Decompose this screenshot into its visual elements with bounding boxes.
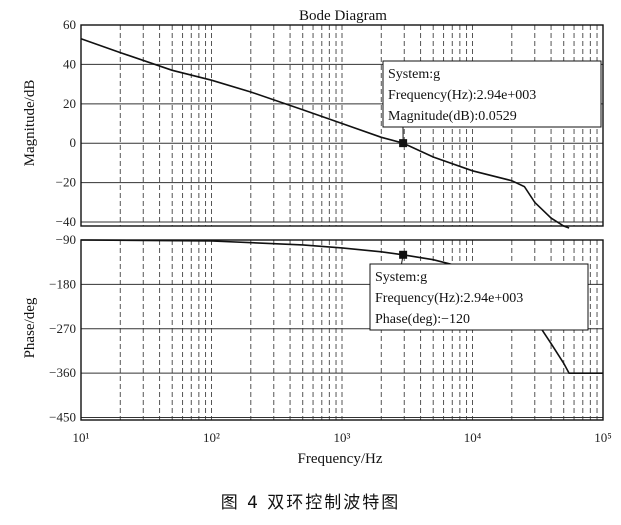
datatip-line: System:g (388, 67, 440, 82)
chart-title: Bode Diagram (299, 8, 387, 24)
y-tick-label: 0 (70, 135, 77, 150)
phase-axes-frame (80, 239, 604, 421)
phase-panel: −90 −180 −270 −360 −450 System:g Frequency(Hz)… (49, 232, 604, 425)
y-tick-label: −40 (56, 214, 76, 229)
magnitude-y-label: Magnitude/dB (22, 80, 38, 167)
datatip-line: System:g (375, 270, 427, 285)
x-tick-label: 10³ (334, 430, 351, 445)
magnitude-panel: 60 40 20 0 −20 −40 System:g Frequency(Hz):2.94e… (56, 17, 604, 229)
datatip-line: Frequency(Hz):2.94e+003 (388, 88, 536, 103)
datatip-line: Frequency(Hz):2.94e+003 (375, 291, 523, 306)
y-tick-label: 60 (63, 17, 76, 32)
x-tick-label: 10⁴ (464, 430, 482, 445)
datatip-marker (399, 139, 408, 148)
datatip-box (382, 60, 602, 128)
y-tick-label: −20 (56, 175, 76, 190)
x-axis-label: Frequency/Hz (298, 451, 383, 467)
figure-caption: 图 4 双环控制波特图 (220, 493, 401, 513)
x-tick-label: 10¹ (73, 430, 90, 445)
y-tick-label: −90 (56, 232, 76, 247)
y-tick-label: −270 (49, 321, 76, 336)
bode-figure: Bode Diagram 60 40 20 0 −20 −40 System:g Freque… (22, 8, 612, 467)
y-tick-label: 20 (63, 96, 76, 111)
datatip-box (369, 263, 589, 331)
y-tick-label: −450 (49, 410, 76, 425)
magnitude-axes-frame (80, 24, 604, 227)
datatip-line: Phase(deg):−120 (375, 312, 470, 327)
x-tick-labels: 10¹ 10² 10³ 10⁴ 10⁵ (73, 430, 612, 445)
datatip-marker (399, 250, 408, 259)
y-tick-label: −180 (49, 276, 76, 291)
phase-y-label: Phase/deg (22, 297, 38, 358)
y-tick-label: −360 (49, 365, 76, 380)
x-tick-label: 10² (203, 430, 220, 445)
datatip-line: Magnitude(dB):0.0529 (388, 109, 517, 124)
x-tick-label: 10⁵ (594, 430, 612, 445)
y-tick-label: 40 (63, 56, 76, 71)
